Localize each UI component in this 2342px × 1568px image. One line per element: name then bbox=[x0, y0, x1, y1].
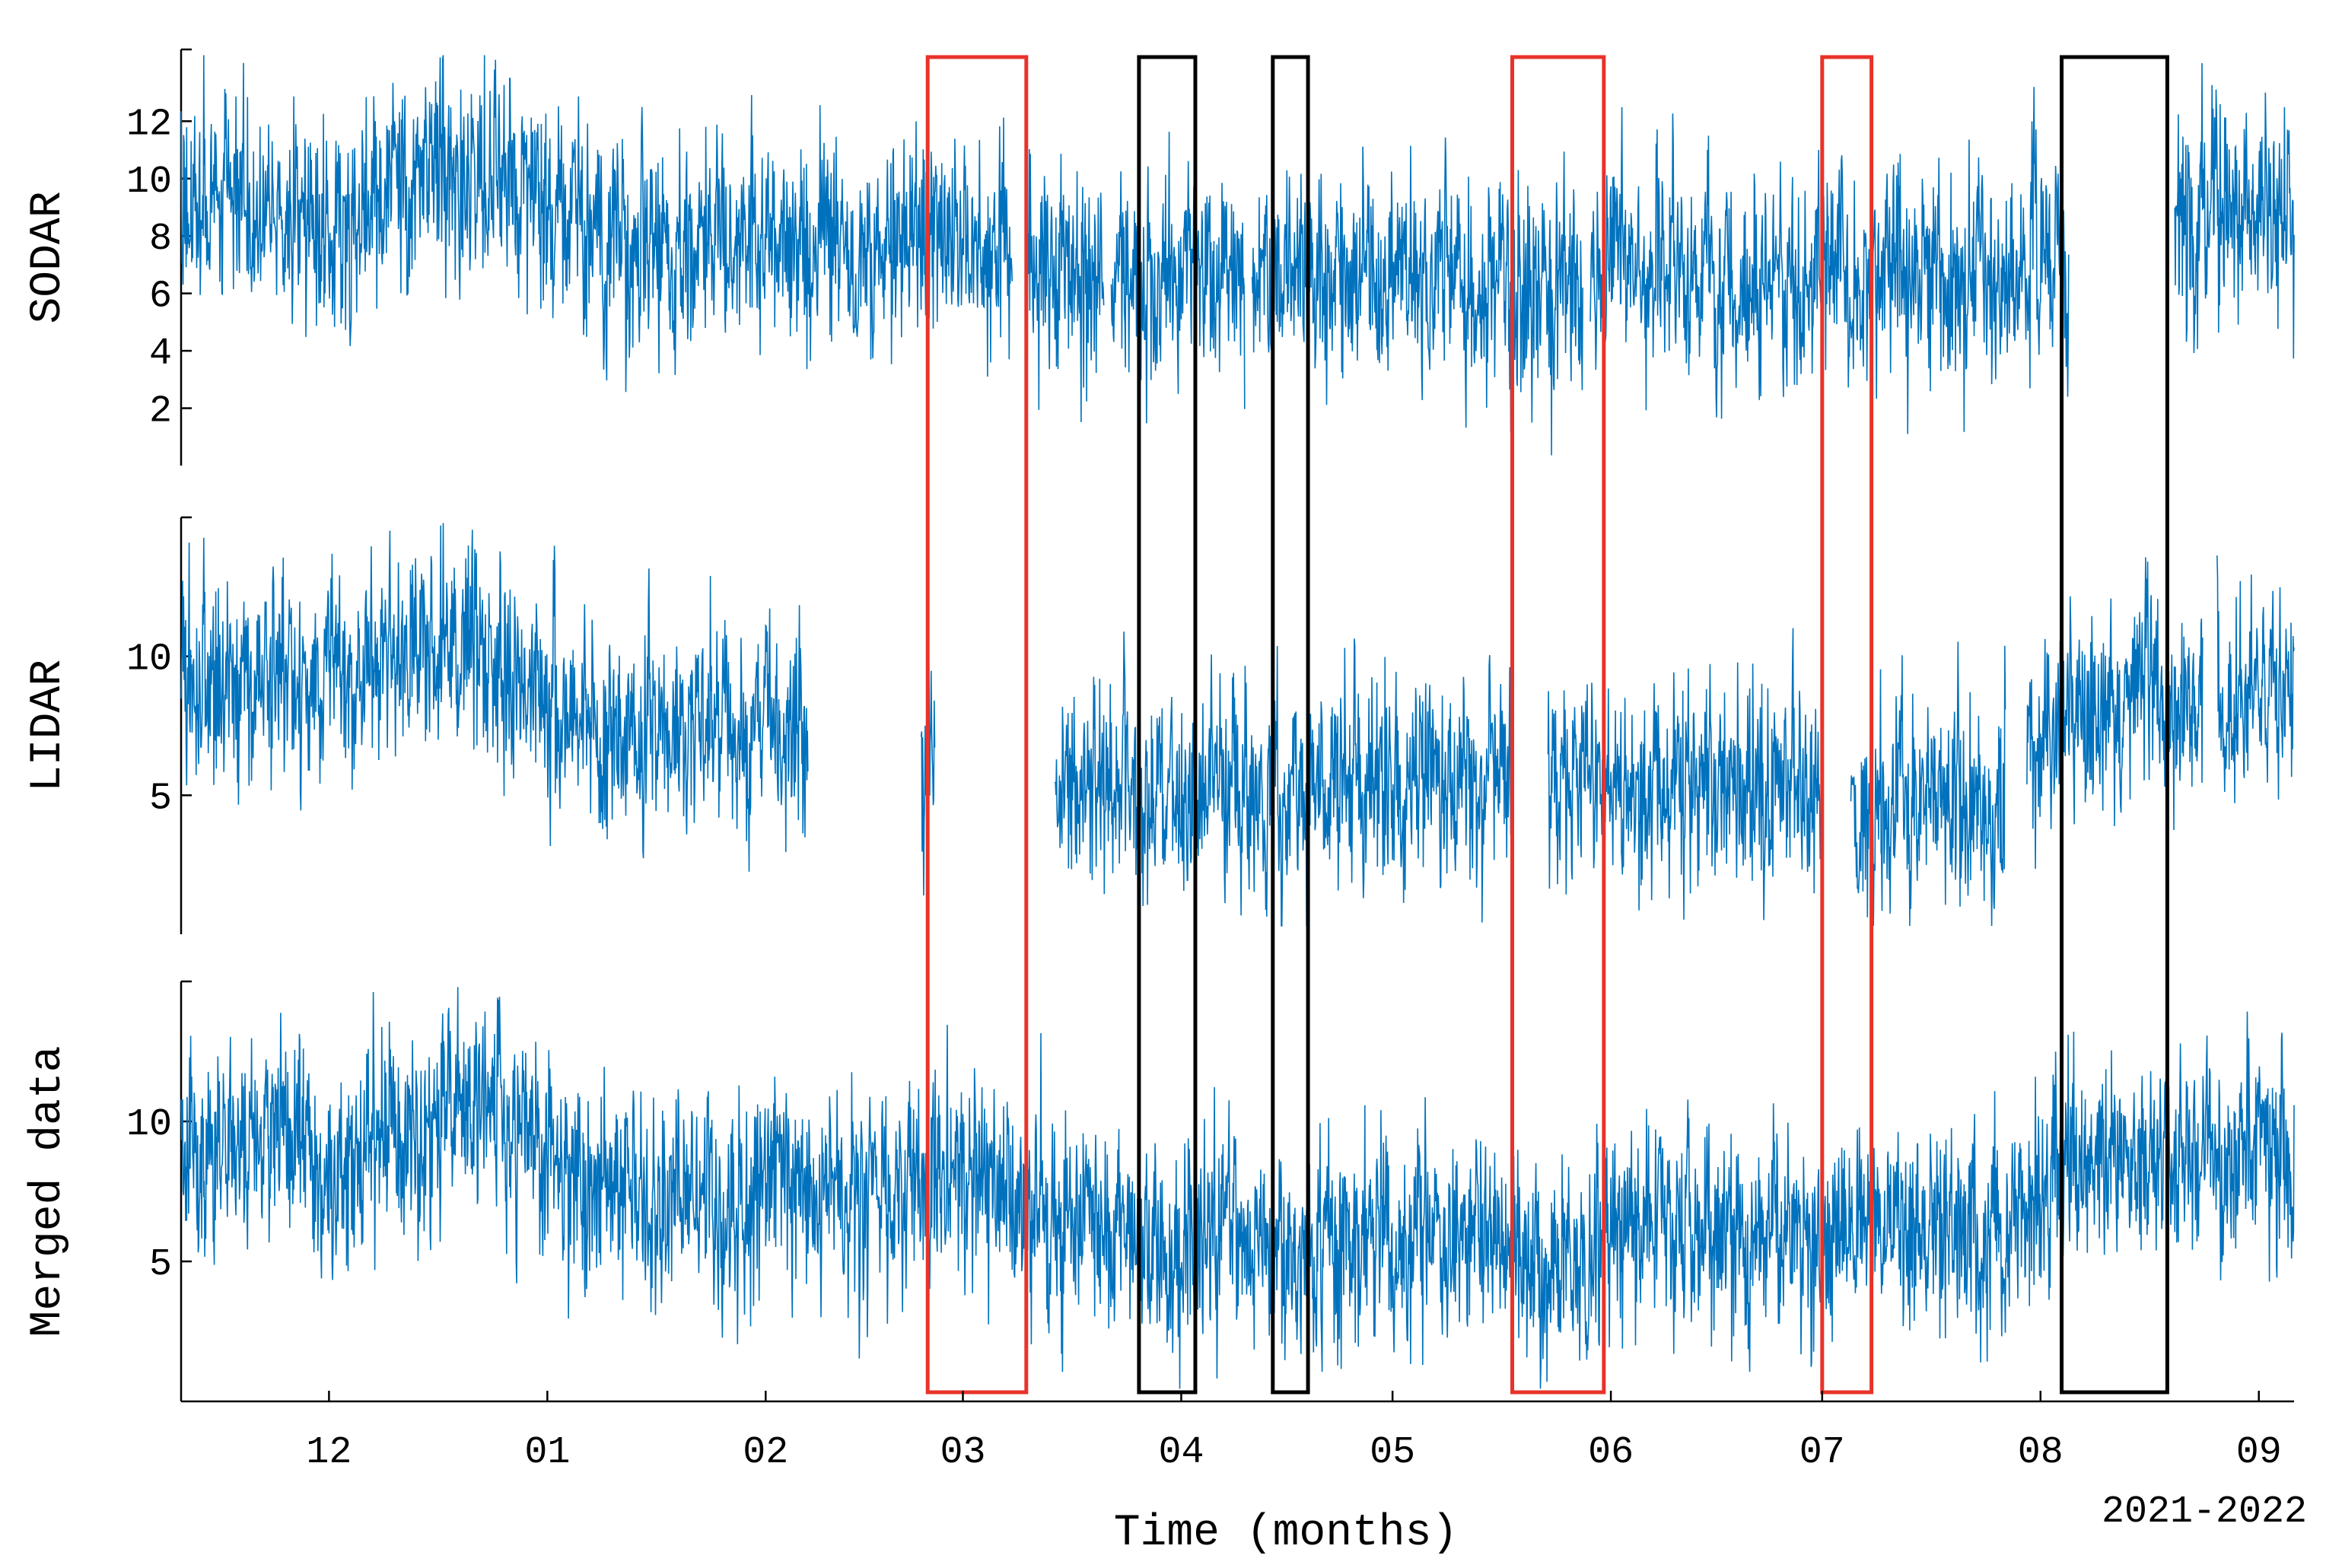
x-tick-label: 05 bbox=[1370, 1431, 1415, 1474]
y-tick-label: 4 bbox=[149, 332, 172, 376]
series-line bbox=[180, 987, 2295, 1389]
highlight-box-red bbox=[1510, 55, 1606, 1395]
panel-lidar: 5 10 LIDAR bbox=[24, 516, 2295, 934]
y-tick-label: 5 bbox=[149, 1243, 172, 1287]
highlight-box-black bbox=[1271, 55, 1310, 1395]
panel-merged-data: 5 10 Merged data bbox=[24, 980, 2295, 1401]
y-tick-label: 12 bbox=[126, 103, 172, 146]
x-axis-label: Time (months) bbox=[1114, 1509, 1458, 1558]
y-axis-label: SODAR bbox=[24, 191, 73, 323]
series-line bbox=[180, 55, 2295, 456]
x-axis-layer: 12 01 02 03 04 05 06 07 08 09 bbox=[181, 1391, 2294, 1474]
x-tick-label: 06 bbox=[1588, 1431, 1634, 1474]
y-axis-label: LIDAR bbox=[24, 660, 73, 792]
x-tick-label: 12 bbox=[306, 1431, 352, 1474]
panels-layer: 2 4 6 8 10 12 SODAR 5 10 LIDAR 5 10 Merged data bbox=[24, 48, 2295, 1401]
highlight-box-red bbox=[925, 55, 1029, 1395]
y-tick-label: 2 bbox=[149, 390, 172, 434]
y-tick-label: 6 bbox=[149, 275, 172, 319]
x-tick-label: 01 bbox=[524, 1431, 570, 1474]
x-tick-label: 08 bbox=[2018, 1431, 2064, 1474]
x-tick-label: 09 bbox=[2236, 1431, 2282, 1474]
highlight-box-red bbox=[1820, 55, 1874, 1395]
x-tick-label: 04 bbox=[1158, 1431, 1204, 1474]
highlight-box-black bbox=[1137, 55, 1198, 1395]
series-line bbox=[180, 523, 2295, 927]
highlight-box-black bbox=[2060, 55, 2169, 1395]
highlight-boxes-layer bbox=[925, 55, 2169, 1395]
period-label: 2021-2022 bbox=[2102, 1490, 2307, 1534]
y-tick-label: 8 bbox=[149, 218, 172, 261]
x-tick-label: 02 bbox=[743, 1431, 788, 1474]
y-tick-label: 10 bbox=[126, 638, 172, 682]
y-axis-label: Merged data bbox=[24, 1046, 73, 1337]
panel-sodar: 2 4 6 8 10 12 SODAR bbox=[24, 48, 2295, 466]
x-tick-label: 03 bbox=[940, 1431, 985, 1474]
x-tick-label: 07 bbox=[1799, 1431, 1845, 1474]
y-tick-label: 10 bbox=[126, 161, 172, 204]
y-tick-label: 10 bbox=[126, 1103, 172, 1147]
y-tick-label: 5 bbox=[149, 777, 172, 820]
